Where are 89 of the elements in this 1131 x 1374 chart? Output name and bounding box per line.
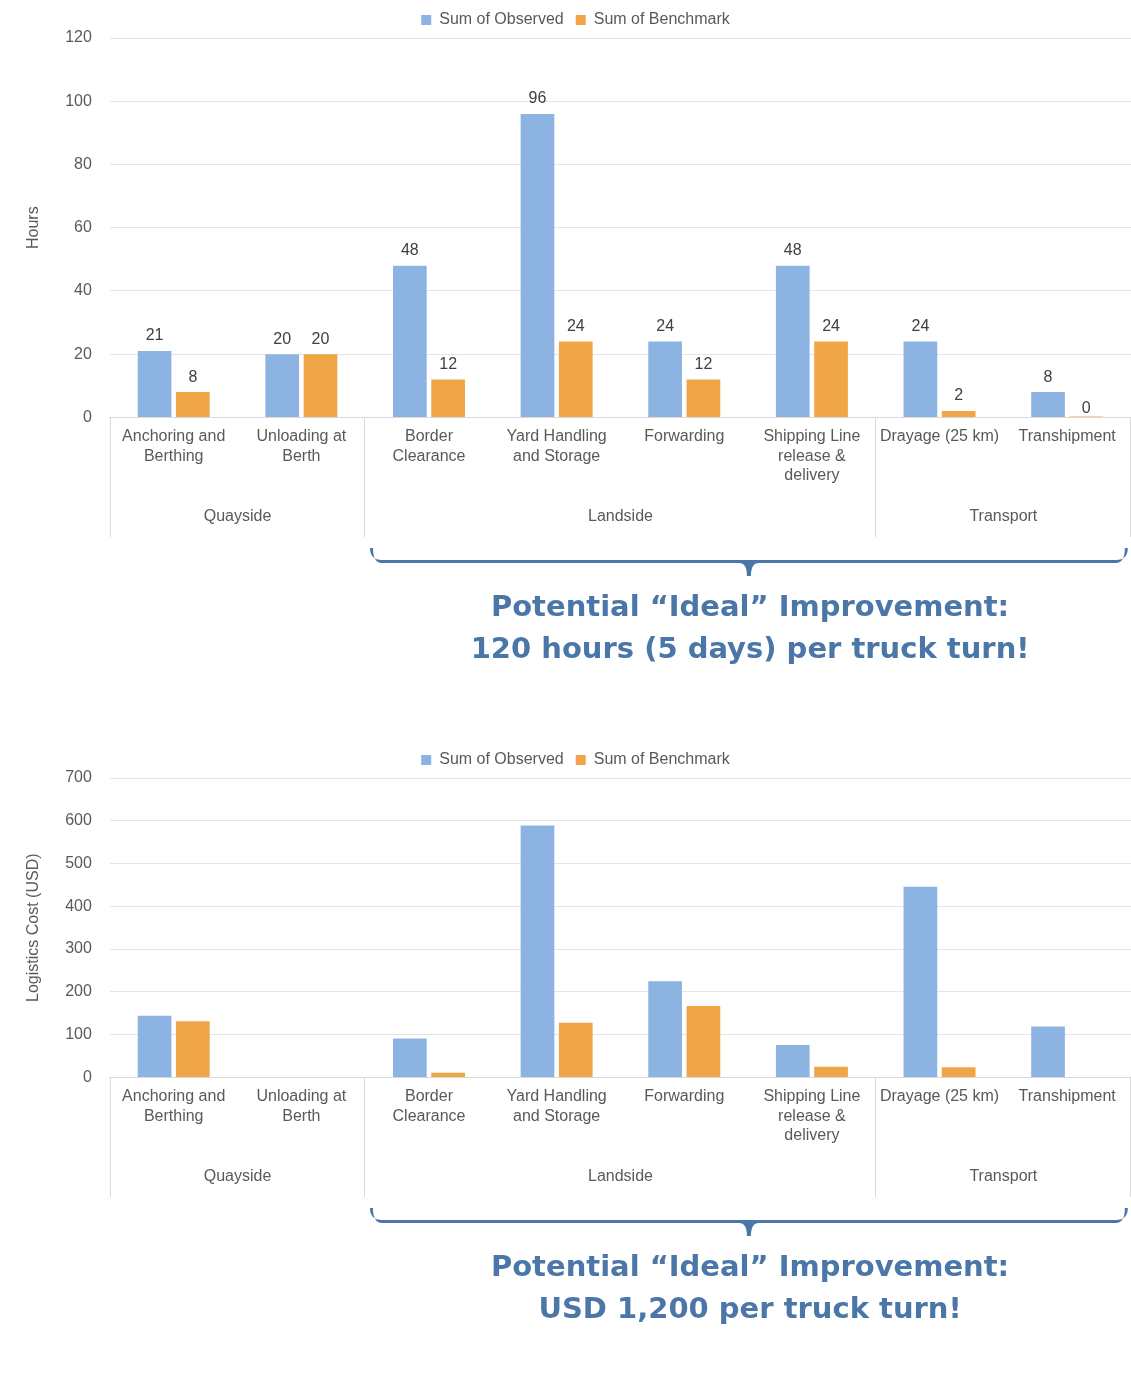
bar [265, 354, 300, 417]
bar [393, 1038, 427, 1077]
bar [648, 981, 682, 1077]
legend-label: Sum of Benchmark [593, 10, 731, 28]
y-tick-label: 60 [74, 218, 92, 236]
y-tick-label: 400 [65, 896, 92, 914]
bar [686, 379, 721, 417]
bar [520, 113, 555, 417]
bar [775, 265, 810, 417]
data-label: 21 [145, 326, 164, 344]
bar [176, 392, 210, 417]
data-label: 48 [783, 241, 802, 259]
x-tick-label: Unloading at Berth [256, 1087, 347, 1124]
data-label: 24 [822, 316, 841, 334]
bar [814, 1066, 848, 1077]
y-tick-label: 40 [74, 281, 92, 299]
y-tick-label: 0 [82, 407, 92, 425]
bar [1031, 392, 1065, 417]
bar [137, 351, 172, 417]
y-tick-label: 500 [65, 853, 92, 871]
bar [903, 341, 938, 417]
bar [137, 1015, 172, 1077]
data-label: 2 [954, 386, 964, 404]
x-tick-label: Drayage (25 km) [879, 427, 1000, 445]
bar [520, 825, 555, 1077]
x-tick-label: Transhipment [1018, 427, 1117, 445]
y-tick-label: 80 [74, 154, 92, 172]
y-tick-label: 700 [65, 768, 92, 786]
data-label: 8 [1043, 367, 1053, 385]
bar [941, 1067, 976, 1077]
y-tick-label: 300 [65, 939, 92, 957]
bar [686, 1005, 721, 1077]
x-tick-label: Anchoring and Berthing [122, 427, 226, 464]
x-tick-label: Unloading at Berth [256, 427, 347, 464]
bar [648, 341, 682, 417]
y-tick-label: 200 [65, 982, 92, 1000]
text: Transport [969, 1167, 1038, 1185]
data-label: 0 [1081, 398, 1091, 416]
bar [558, 1022, 593, 1077]
data-label: 96 [528, 89, 547, 107]
data-label: 20 [273, 329, 292, 347]
text: Quayside [203, 1167, 272, 1185]
data-label: 24 [566, 316, 585, 334]
text: Transport [969, 507, 1038, 525]
bar [558, 341, 593, 417]
y-tick-label: 0 [82, 1067, 92, 1085]
x-tick-label: Drayage (25 km) [879, 1087, 1000, 1105]
y-tick-label: 100 [65, 1025, 92, 1043]
y-tick-label: 120 [65, 28, 92, 46]
y-axis-title: Hours [24, 206, 42, 250]
data-label: 24 [911, 316, 930, 334]
legend-label: Sum of Observed [439, 750, 564, 768]
bar [775, 1044, 810, 1077]
x-tick-label: Yard Handling and Storage [506, 1087, 607, 1124]
data-label: 12 [439, 354, 458, 372]
data-label: 20 [311, 329, 330, 347]
bar [941, 411, 976, 417]
bar [303, 354, 338, 417]
bar [431, 1072, 465, 1077]
text: Quayside [203, 507, 272, 525]
x-tick-label: Transhipment [1018, 1087, 1117, 1105]
x-tick-label: Forwarding [644, 427, 725, 445]
bar [814, 341, 848, 417]
y-tick-label: 100 [65, 91, 92, 109]
data-label: 12 [694, 354, 713, 372]
x-tick-label: Shipping Line release & delivery [763, 427, 861, 483]
x-tick-label: Anchoring and Berthing [122, 1087, 226, 1124]
y-axis-title: Logistics Cost (USD) [24, 853, 42, 1002]
text: Landside [587, 507, 654, 525]
x-tick-label: Forwarding [644, 1087, 725, 1105]
y-tick-label: 20 [74, 344, 92, 362]
data-label: 24 [656, 316, 675, 334]
x-tick-label: Shipping Line release & delivery [763, 1087, 861, 1143]
x-tick-label: Yard Handling and Storage [506, 427, 607, 464]
data-label: 48 [400, 241, 419, 259]
bar [1031, 1026, 1065, 1077]
bar [903, 886, 938, 1077]
data-label: 8 [188, 367, 198, 385]
x-tick-label: Border Clearance [392, 1087, 466, 1124]
bar [393, 265, 427, 417]
bar [431, 379, 465, 417]
y-tick-label: 600 [65, 811, 92, 829]
legend-label: Sum of Observed [439, 10, 564, 28]
text: Potential “Ideal” Improvement: 120 hours (5 days) per truck turn! [469, 588, 1031, 667]
bar [176, 1021, 210, 1077]
legend-label: Sum of Benchmark [593, 750, 731, 768]
x-tick-label: Border Clearance [392, 427, 466, 464]
text: Potential “Ideal” Improvement: USD 1,200 per truck turn! [489, 1248, 1011, 1327]
text: Landside [587, 1167, 654, 1185]
